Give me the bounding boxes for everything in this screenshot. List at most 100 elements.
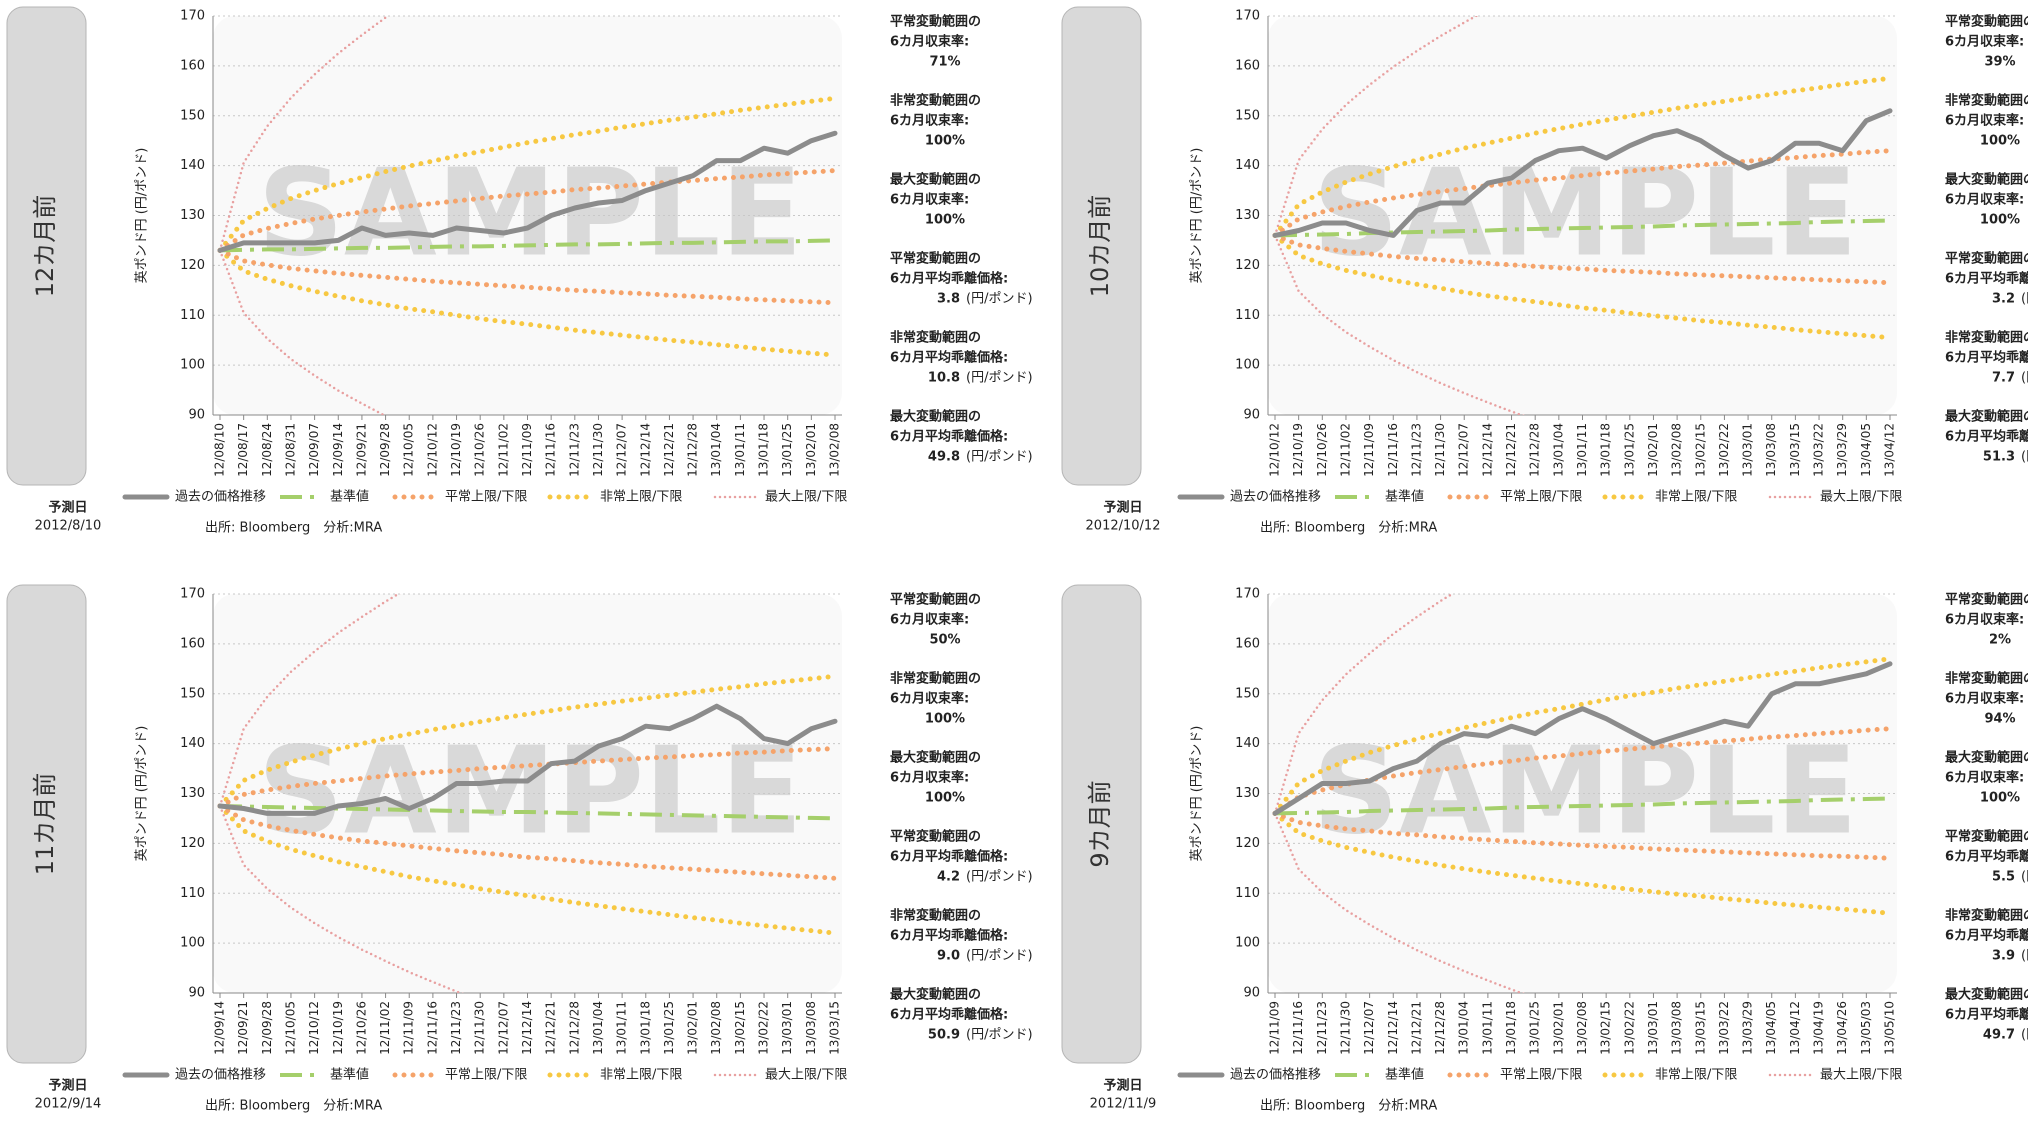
x-tick-label: 13/02/15 [1599, 1001, 1613, 1055]
forecast-label: 予測日 [48, 500, 87, 516]
x-tick-label: 12/10/19 [1291, 423, 1305, 477]
stat-label: 最大変動範囲の [890, 172, 981, 188]
y-axis-title: 英ポンド円 (円/ポンド) [135, 148, 150, 284]
x-tick-label: 13/02/08 [1575, 1001, 1589, 1055]
stat-label: 非常変動範囲の [1945, 908, 2028, 924]
legend-label: 最大上限/下限 [765, 490, 847, 505]
series-line [217, 803, 838, 881]
x-tick-label: 13/01/04 [709, 423, 723, 477]
stat-label: 6カ月収束率: [1945, 34, 2024, 50]
x-tick-label: 12/09/07 [307, 423, 321, 477]
y-tick-label: 90 [188, 408, 205, 423]
series-line [217, 130, 838, 253]
y-axis-title: 英ポンド円 (円/ポンド) [1190, 726, 1205, 862]
x-tick-label: 13/04/12 [1788, 1001, 1802, 1055]
watermark: SAMPLE [1312, 145, 1857, 284]
period-label: 10カ月前 [1086, 195, 1114, 298]
x-tick-label: 12/12/28 [567, 1001, 581, 1055]
stat-label: 平常変動範囲の [1945, 592, 2028, 608]
series-line [217, 746, 838, 809]
x-tick-label: 13/04/26 [1835, 1001, 1849, 1055]
x-tick-label: 13/01/04 [1551, 423, 1565, 477]
x-tick-label: 13/02/22 [1622, 1001, 1636, 1055]
x-tick-label: 12/08/17 [236, 423, 250, 477]
series-line [217, 95, 838, 253]
legend-label: 平常上限/下限 [1500, 1068, 1582, 1083]
x-tick-label: 12/10/19 [449, 423, 463, 477]
stat-unit: (円/ポンド) [966, 1028, 1033, 1043]
x-tick-label: 13/01/04 [1457, 1001, 1471, 1055]
y-tick-label: 120 [180, 836, 205, 851]
forecast-date: 2012/8/10 [35, 519, 102, 534]
stat-label: 非常変動範囲の [1945, 93, 2028, 109]
stat-label: 非常変動範囲の [890, 93, 981, 109]
y-tick-label: 150 [180, 686, 205, 701]
x-tick-label: 13/02/01 [1551, 1001, 1565, 1055]
y-tick-label: 140 [1235, 158, 1260, 173]
x-tick-label: 12/12/14 [638, 423, 652, 477]
x-tick-label: 13/04/12 [1883, 423, 1897, 477]
x-tick-label: 12/12/21 [544, 1001, 558, 1055]
stat-label: 非常変動範囲の [890, 908, 981, 924]
stat-label: 非常変動範囲の [1945, 330, 2028, 346]
x-tick-label: 12/11/30 [1433, 423, 1447, 477]
stat-label: 6カ月平均乖離価格: [890, 271, 1008, 287]
x-tick-label: 13/01/18 [638, 1001, 652, 1055]
x-tick-label: 13/03/15 [1788, 423, 1802, 477]
legend-label: 非常上限/下限 [1655, 490, 1737, 505]
x-tick-label: 13/03/01 [1741, 423, 1755, 477]
x-tick-label: 13/01/25 [780, 423, 794, 477]
stat-label: 6カ月収束率: [1945, 192, 2024, 208]
stat-unit: (円/ポンド) [2021, 1028, 2028, 1043]
x-tick-label: 12/08/10 [213, 423, 227, 477]
legend-label: 最大上限/下限 [765, 1068, 847, 1083]
x-tick-label: 12/08/31 [283, 423, 297, 477]
stat-value: 4.2 [937, 870, 960, 885]
legend-label: 平常上限/下限 [1500, 490, 1582, 505]
stat-value: 10.8 [928, 371, 960, 386]
x-tick-label: 12/10/05 [283, 1001, 297, 1055]
forecast-date: 2012/10/12 [1086, 519, 1161, 534]
stat-label: 平常変動範囲の [1945, 829, 2028, 845]
x-tick-label: 13/02/08 [828, 423, 842, 477]
legend-label: 過去の価格推移 [1230, 1067, 1321, 1083]
x-tick-label: 13/01/25 [1528, 1001, 1542, 1055]
stat-label: 最大変動範囲の [1945, 409, 2028, 425]
x-tick-label: 12/10/19 [331, 1001, 345, 1055]
x-tick-label: 12/11/30 [473, 1001, 487, 1055]
x-tick-label: 12/10/12 [1268, 423, 1282, 477]
series-line [1272, 75, 1893, 238]
source-note: 出所: Bloomberg 分析:MRA [1260, 1099, 1437, 1114]
y-tick-label: 150 [180, 108, 205, 123]
series-line [217, 673, 838, 809]
x-tick-label: 12/11/23 [1409, 423, 1423, 477]
period-label: 9カ月前 [1086, 780, 1114, 867]
x-tick-label: 12/11/16 [1291, 1001, 1305, 1055]
x-tick-label: 12/11/02 [496, 423, 510, 477]
y-tick-label: 90 [1243, 408, 1260, 423]
y-tick-label: 140 [180, 736, 205, 751]
watermark: SAMPLE [1312, 723, 1857, 862]
y-tick-label: 130 [1235, 786, 1260, 801]
source-note: 出所: Bloomberg 分析:MRA [1260, 521, 1437, 536]
x-tick-label: 13/03/29 [1835, 423, 1849, 477]
y-tick-label: 100 [180, 936, 205, 951]
x-tick-label: 13/03/29 [1741, 1001, 1755, 1055]
period-box [6, 584, 87, 1064]
x-tick-label: 12/09/14 [331, 423, 345, 477]
chart-panel: 9カ月前 SAMPLE 90 100 110 120 130 140 150 160 170 英ポンド… [1061, 584, 2028, 1114]
stat-label: 6カ月平均乖離価格: [890, 350, 1008, 366]
x-tick-label: 13/04/05 [1764, 1001, 1778, 1055]
stat-label: 最大変動範囲の [1945, 750, 2028, 766]
stat-label: 平常変動範囲の [890, 829, 981, 845]
x-tick-label: 12/11/30 [1338, 1001, 1352, 1055]
stat-value: 39% [1984, 55, 2015, 70]
series-line [1272, 656, 1893, 816]
stat-label: 6カ月平均乖離価格: [890, 429, 1008, 445]
series-line [1273, 594, 1455, 815]
x-tick-label: 13/03/15 [1693, 1001, 1707, 1055]
stat-unit: (円/ポンド) [966, 371, 1033, 386]
forecast-label: 予測日 [48, 1078, 87, 1094]
x-tick-label: 12/11/16 [1386, 423, 1400, 477]
stat-value: 50.9 [928, 1028, 960, 1043]
